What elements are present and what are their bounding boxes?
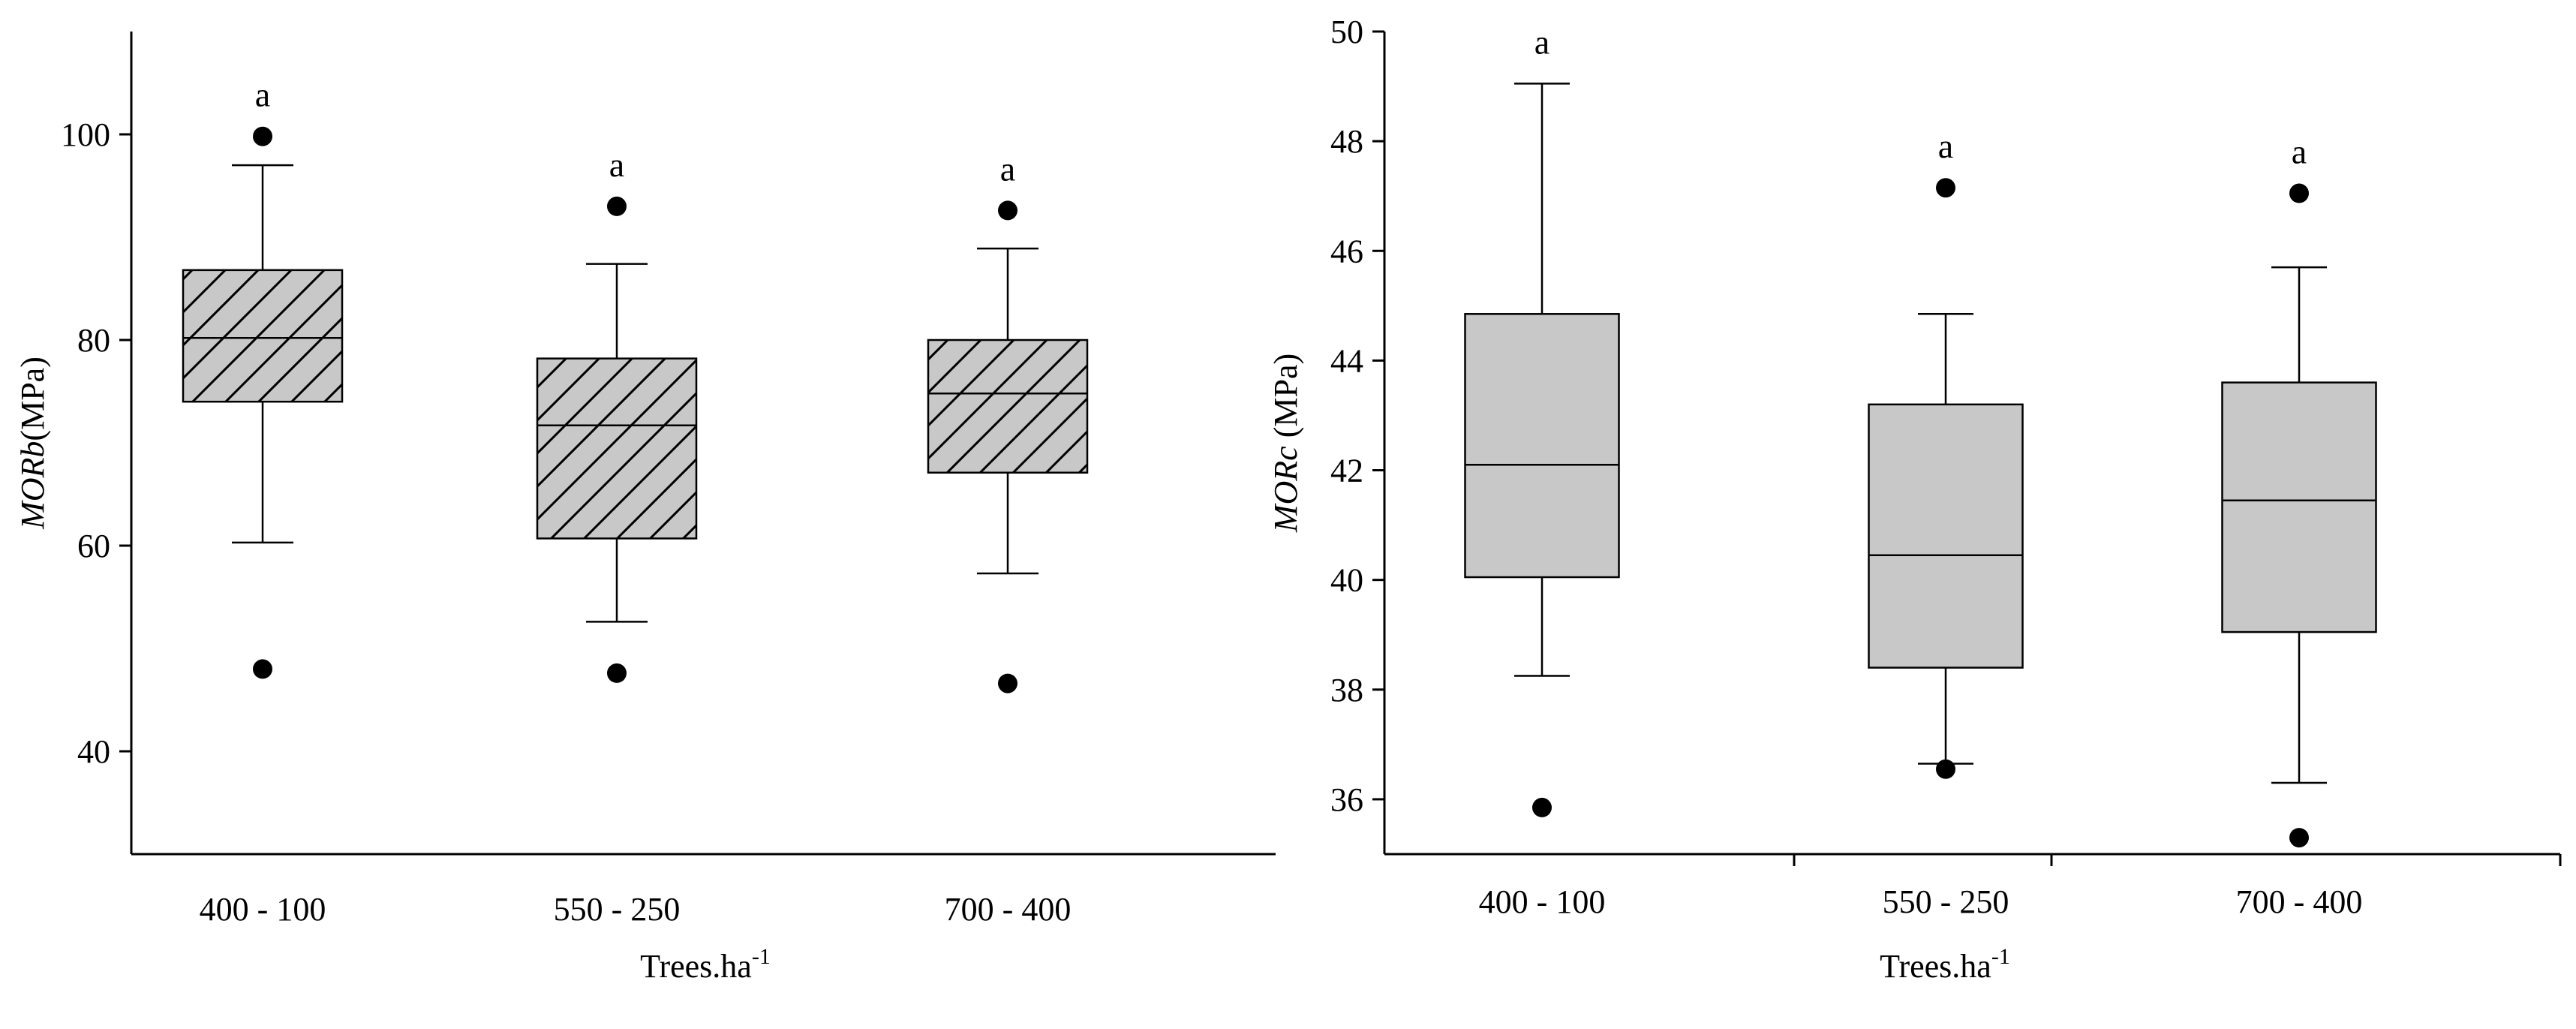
y-tick-label: 80 bbox=[77, 322, 110, 359]
significance-letter: a bbox=[1938, 127, 1953, 165]
y-axis-label: MORb(MPa) bbox=[14, 357, 51, 530]
x-tick-label: 700 - 400 bbox=[2236, 883, 2363, 920]
box-group-3: a bbox=[2221, 133, 2377, 848]
morb-chart: 40 60 80 100 a 400 - 100 a 550 - 250 a 700 - 400 T… bbox=[14, 32, 1276, 985]
box bbox=[927, 338, 1089, 474]
x-axis-label-main: Trees.ha bbox=[1880, 948, 1991, 985]
morc-chart: 36 38 40 42 44 46 48 50 a 400 - 100 a 550 - 250 a 700… bbox=[1267, 14, 2562, 985]
y-tick-label: 46 bbox=[1330, 233, 1363, 269]
outlier-point bbox=[253, 126, 272, 146]
x-tick-label: 700 - 400 bbox=[945, 891, 1072, 928]
x-axis-label-superscript: -1 bbox=[752, 944, 771, 969]
outlier-point bbox=[1532, 797, 1552, 817]
y-tick-label: 60 bbox=[77, 528, 110, 564]
box-group-2: a bbox=[1868, 127, 2024, 779]
outlier-point bbox=[1936, 759, 1955, 779]
y-tick-label: 48 bbox=[1330, 123, 1363, 160]
y-tick-label: 40 bbox=[77, 733, 110, 770]
x-axis-label-superscript: -1 bbox=[1991, 944, 2010, 969]
outlier-point bbox=[607, 196, 627, 216]
y-tick-label: 40 bbox=[1330, 562, 1363, 599]
x-axis-label: Trees.ha-1 bbox=[1880, 944, 2010, 985]
x-tick-label: 400 - 100 bbox=[200, 891, 326, 928]
y-axis-label-italic: MORc bbox=[1267, 446, 1304, 533]
x-axis-label-main: Trees.ha bbox=[640, 948, 752, 985]
y-tick-label: 50 bbox=[1330, 14, 1363, 50]
y-axis-label: MORc (MPa) bbox=[1267, 354, 1304, 533]
outlier-point bbox=[1936, 178, 1955, 198]
significance-letter: a bbox=[609, 146, 624, 184]
y-tick-label: 38 bbox=[1330, 672, 1363, 709]
box bbox=[536, 357, 698, 540]
x-tick-label: 550 - 250 bbox=[1883, 883, 2009, 920]
significance-letter: a bbox=[255, 76, 270, 114]
y-tick-label: 100 bbox=[61, 116, 110, 153]
box bbox=[182, 269, 344, 403]
y-tick-label: 42 bbox=[1330, 453, 1363, 489]
x-axis-label: Trees.ha-1 bbox=[640, 944, 771, 985]
box-group-1: a bbox=[1464, 23, 1620, 817]
y-axis-label-unit: (MPa) bbox=[14, 357, 51, 441]
significance-letter: a bbox=[2292, 133, 2307, 171]
box-group-2: a bbox=[536, 146, 698, 683]
outlier-point bbox=[2289, 183, 2309, 203]
y-axis-label-italic: MORb bbox=[14, 441, 51, 530]
significance-letter: a bbox=[1534, 23, 1550, 61]
y-tick-label: 36 bbox=[1330, 781, 1363, 818]
box bbox=[2221, 381, 2377, 633]
box bbox=[1868, 403, 2024, 669]
box-group-1: a bbox=[182, 76, 344, 679]
outlier-point bbox=[998, 200, 1017, 221]
y-axis-label-unit: (MPa) bbox=[1267, 354, 1304, 446]
outlier-point bbox=[607, 663, 627, 683]
box bbox=[1464, 313, 1620, 579]
significance-letter: a bbox=[1000, 149, 1015, 188]
x-tick-label: 400 - 100 bbox=[1479, 883, 1606, 920]
outlier-point bbox=[998, 673, 1017, 694]
x-tick-label: 550 - 250 bbox=[554, 891, 681, 928]
outlier-point bbox=[253, 659, 272, 679]
box-group-3: a bbox=[927, 149, 1089, 694]
y-tick-label: 44 bbox=[1330, 342, 1363, 379]
outlier-point bbox=[2289, 828, 2309, 848]
